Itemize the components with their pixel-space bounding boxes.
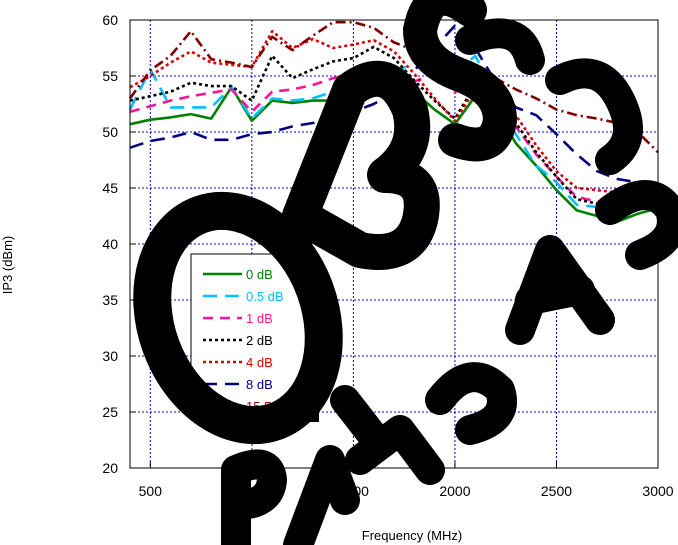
watermark-replaced-shape [221,180,678,545]
watermark-b-shape [282,60,440,270]
legend-label: 1 dB [246,311,273,326]
y-tick-label: 55 [102,68,118,84]
y-tick-label: 40 [102,236,118,252]
series-line-6 [128,20,659,154]
x-tick-label: 3000 [642,483,673,499]
watermark-s-shape [402,0,518,162]
watermark-top-right-shape [455,18,643,175]
legend-label: 0 dB [246,267,273,282]
y-tick-label: 45 [102,180,118,196]
series-line-3 [129,45,659,209]
series-line-2 [129,65,659,207]
legend-label: 0.5 dB [246,289,284,304]
y-tick-label: 30 [102,348,118,364]
legend-label: 4 dB [246,355,273,370]
y-tick-label: 60 [102,12,118,28]
series-line-1 [128,41,659,210]
y-tick-label: 20 [102,460,118,476]
y-tick-label: 35 [102,292,118,308]
x-axis-label: Frequency (MHz) [362,528,462,543]
x-tick-label: 2000 [439,483,470,499]
y-tick-label: 25 [102,404,118,420]
watermark-o-shape [133,191,343,445]
legend-label: 2 dB [246,333,273,348]
x-tick-label: 2500 [541,483,572,499]
y-axis-label: IP3 (dBm) [0,236,15,295]
legend-label: 8 dB [246,377,273,392]
y-tick-label: 50 [102,124,118,140]
x-tick-label: 500 [139,483,163,499]
